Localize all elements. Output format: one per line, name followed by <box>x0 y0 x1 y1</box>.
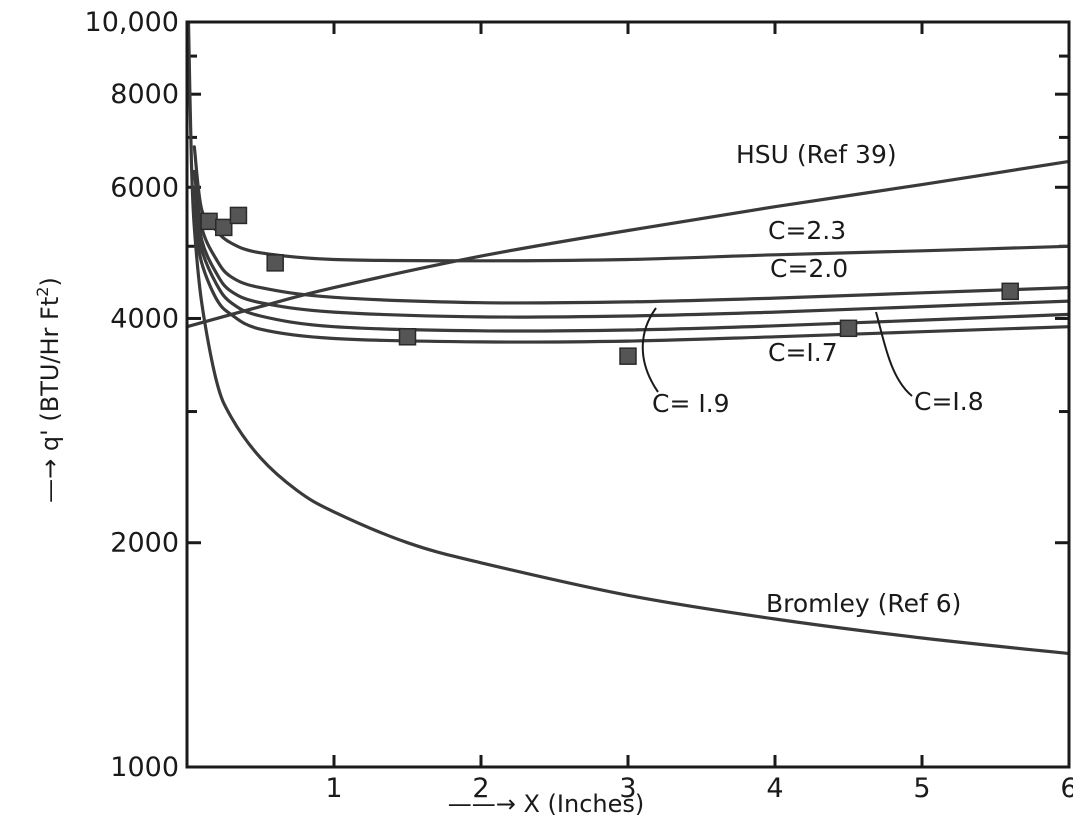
y-axis-title-main: —→ q' (BTU/Hr Ft <box>36 297 64 503</box>
data-point-marker <box>215 218 233 237</box>
curve-c-1-7 <box>192 219 1071 344</box>
y-tick-label: 2000 <box>110 528 179 559</box>
label-c20: C=2.0 <box>770 254 848 283</box>
y-axis-title: —→ q' (BTU/Hr Ft2) <box>33 277 64 503</box>
label-c18: C=I.8 <box>914 387 984 416</box>
y-tick-label: 10,000 <box>85 7 179 38</box>
data-point-marker <box>1001 282 1019 301</box>
label-c19: C= I.9 <box>652 389 730 418</box>
label-c17: C=I.7 <box>768 338 838 367</box>
x-tick-label: 6 <box>1060 773 1073 804</box>
ticks-layer: 1 2 3 4 5 6 1000 2000 4000 6000 8000 10,000 <box>85 7 1073 804</box>
data-point-marker <box>229 206 248 225</box>
label-bromley: Bromley (Ref 6) <box>766 589 961 618</box>
leader-c18 <box>875 311 913 397</box>
x-tick-label: 4 <box>766 773 783 804</box>
y-axis-title-sup: 2 <box>33 287 52 297</box>
x-tick-label: 3 <box>619 773 636 804</box>
leader-c19 <box>641 307 659 393</box>
curve-bromley-ref-6 <box>186 20 1071 656</box>
data-point-marker <box>200 212 218 231</box>
y-tick-label: 4000 <box>110 303 179 334</box>
x-tick-label: 5 <box>913 773 930 804</box>
data-point-marker <box>398 328 417 346</box>
curve-c-2-0 <box>192 169 1071 305</box>
label-c23: C=2.3 <box>768 216 846 245</box>
x-tick-label: 1 <box>325 773 342 804</box>
y-tick-label: 6000 <box>110 172 179 203</box>
data-point-marker <box>619 347 637 365</box>
curve-c-1-9 <box>192 185 1071 319</box>
markers-layer <box>200 206 1019 365</box>
label-hsu: HSU (Ref 39) <box>736 140 897 169</box>
curves-layer <box>185 20 1071 656</box>
x-tick-label: 2 <box>472 773 489 804</box>
data-point-marker <box>839 319 858 338</box>
y-tick-label: 1000 <box>110 752 179 783</box>
x-axis-title: ——→ X (Inches) <box>448 790 645 818</box>
curve-c-1-8 <box>192 202 1071 333</box>
curve-c-2-3 <box>192 145 1071 263</box>
plot-frame <box>185 20 1071 769</box>
y-tick-label: 8000 <box>110 79 179 110</box>
y-axis-title-close: ) <box>36 277 64 286</box>
curve-hsu-ref-39 <box>185 159 1071 329</box>
data-point-marker <box>266 254 284 272</box>
